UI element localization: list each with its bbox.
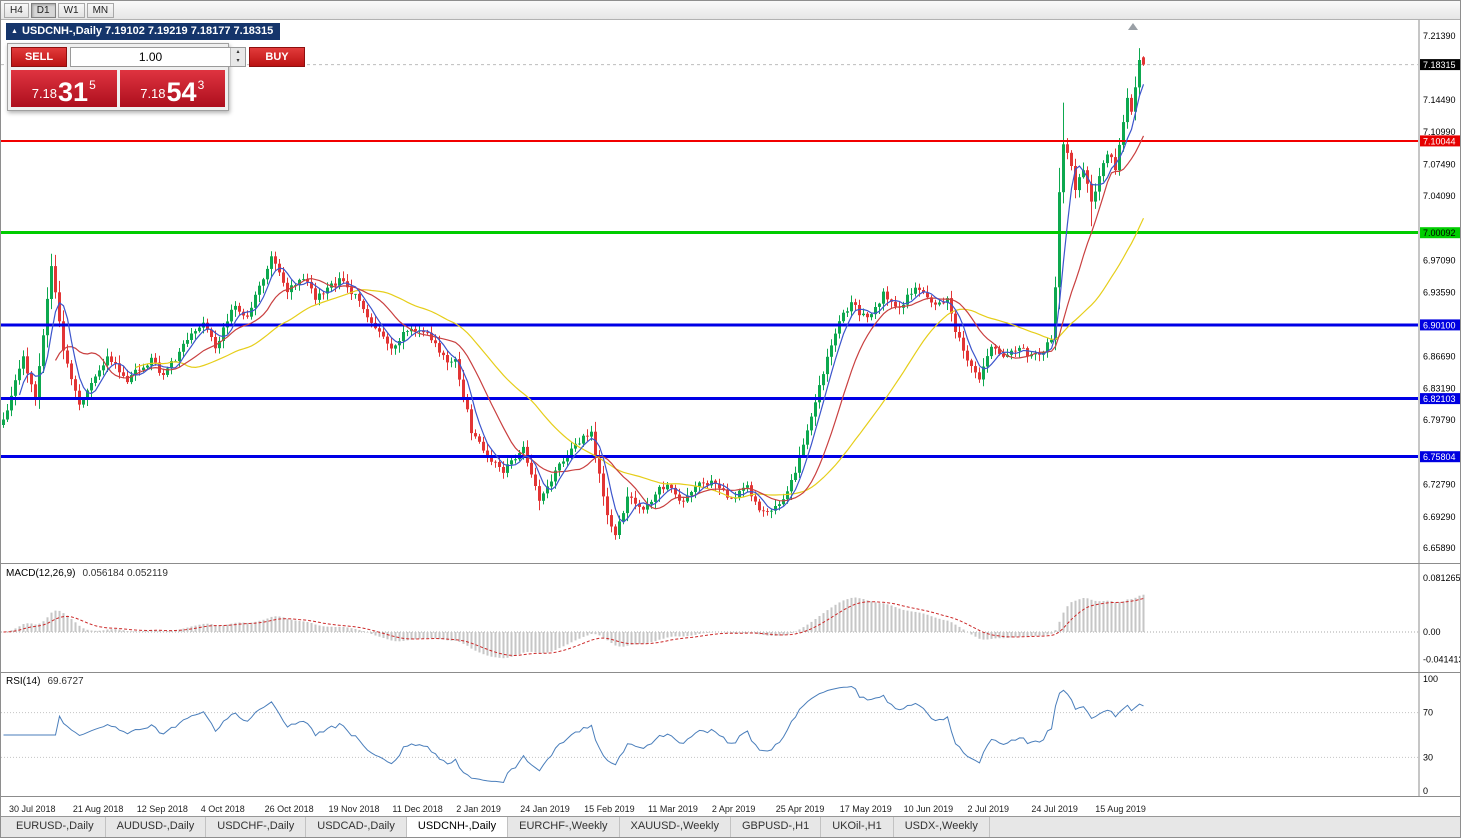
svg-text:6.90100: 6.90100 xyxy=(1423,320,1456,330)
chart-title: USDCNH-,Daily 7.19102 7.19219 7.18177 7.… xyxy=(21,25,274,37)
svg-text:6.93590: 6.93590 xyxy=(1423,288,1456,298)
mid-ma xyxy=(54,135,1145,510)
svg-text:24 Jan 2019: 24 Jan 2019 xyxy=(520,804,570,814)
rsi-line xyxy=(3,685,1144,784)
volume-decrease-button[interactable]: ▾ xyxy=(231,57,245,66)
svg-text:0.081265: 0.081265 xyxy=(1423,573,1461,583)
svg-text:6.82103: 6.82103 xyxy=(1423,394,1456,404)
svg-text:6.97090: 6.97090 xyxy=(1423,255,1456,265)
price-axis: 7.21390 7.14490 7.10990 7.07490 7.04090 6.970… xyxy=(1420,31,1461,796)
volume-control: ▴ ▾ xyxy=(70,47,246,67)
svg-text:21 Aug 2018: 21 Aug 2018 xyxy=(73,804,124,814)
svg-text:7.07490: 7.07490 xyxy=(1423,160,1456,170)
svg-text:7.10990: 7.10990 xyxy=(1423,127,1456,137)
macd-signal-line xyxy=(3,598,1144,657)
macd-indicator-label: MACD(12,26,9) 0.056184 0.052119 xyxy=(6,568,168,579)
svg-text:0.00: 0.00 xyxy=(1423,627,1441,637)
arrow-up-marker xyxy=(1128,23,1138,30)
volume-increase-button[interactable]: ▴ xyxy=(231,48,245,57)
svg-text:2 Jan 2019: 2 Jan 2019 xyxy=(456,804,501,814)
bid-price-sup: 5 xyxy=(89,78,96,92)
chart-tab-bar: EURUSD-,Daily AUDUSD-,Daily USDCHF-,Daily U… xyxy=(1,816,1460,837)
svg-text:7.10044: 7.10044 xyxy=(1423,136,1456,146)
svg-text:19 Nov 2018: 19 Nov 2018 xyxy=(329,804,380,814)
svg-text:30 Jul 2018: 30 Jul 2018 xyxy=(9,804,56,814)
chart-tab-GBPUSD-H1[interactable]: GBPUSD-,H1 xyxy=(731,817,822,837)
chart-title-chip: ▲ USDCNH-,Daily 7.19102 7.19219 7.18177 … xyxy=(6,23,281,40)
svg-text:6.79790: 6.79790 xyxy=(1423,415,1456,425)
chart-tab-USDX-Weekly[interactable]: USDX-,Weekly xyxy=(894,817,990,837)
macd-values: 0.056184 0.052119 xyxy=(82,568,168,579)
svg-text:7.18315: 7.18315 xyxy=(1423,60,1456,70)
volume-input[interactable] xyxy=(71,48,230,66)
buy-price-button[interactable]: 7.18 54 3 xyxy=(119,70,225,107)
buy-button[interactable]: BUY xyxy=(249,47,305,67)
chart-tab-USDCNH-Daily[interactable]: USDCNH-,Daily xyxy=(405,817,509,837)
chart-tab-EURCHF-Weekly[interactable]: EURCHF-,Weekly xyxy=(508,817,620,837)
macd-name: MACD(12,26,9) xyxy=(6,568,76,579)
slow-ma xyxy=(135,217,1145,499)
svg-text:6.69290: 6.69290 xyxy=(1423,512,1456,522)
svg-text:17 May 2019: 17 May 2019 xyxy=(840,804,892,814)
svg-text:26 Oct 2018: 26 Oct 2018 xyxy=(265,804,314,814)
ask-price-big: 54 xyxy=(166,77,197,107)
chart-tab-EURUSD-Daily[interactable]: EURUSD-,Daily xyxy=(5,817,106,837)
svg-text:0: 0 xyxy=(1423,786,1428,796)
svg-text:70: 70 xyxy=(1423,708,1433,718)
support-resistance-lines xyxy=(1,139,1418,459)
svg-text:24 Jul 2019: 24 Jul 2019 xyxy=(1031,804,1078,814)
fast-ma xyxy=(18,84,1145,523)
date-axis: 30 Jul 2018 21 Aug 2018 12 Sep 2018 4 Oct 2… xyxy=(9,804,1146,814)
svg-text:10 Jun 2019: 10 Jun 2019 xyxy=(904,804,954,814)
chart-tab-AUDUSD-Daily[interactable]: AUDUSD-,Daily xyxy=(106,817,207,837)
svg-text:30: 30 xyxy=(1423,752,1433,762)
rsi-value: 69.6727 xyxy=(47,676,84,687)
svg-text:7.21390: 7.21390 xyxy=(1423,31,1456,41)
sell-button[interactable]: SELL xyxy=(11,47,67,67)
timeframe-toolbar: H4 D1 W1 MN xyxy=(1,1,1460,20)
ask-price-prefix: 7.18 xyxy=(140,86,166,101)
timeframe-button-W1[interactable]: W1 xyxy=(57,2,85,18)
svg-text:100: 100 xyxy=(1423,674,1438,684)
volume-spinner: ▴ ▾ xyxy=(230,48,245,66)
svg-text:2 Apr 2019: 2 Apr 2019 xyxy=(712,804,756,814)
timeframe-button-H4[interactable]: H4 xyxy=(4,2,29,18)
svg-text:2 Jul 2019: 2 Jul 2019 xyxy=(968,804,1010,814)
chart-tab-USDCAD-Daily[interactable]: USDCAD-,Daily xyxy=(306,817,407,837)
svg-text:11 Dec 2018: 11 Dec 2018 xyxy=(392,804,442,814)
timeframe-button-D1[interactable]: D1 xyxy=(30,2,56,18)
svg-text:6.65890: 6.65890 xyxy=(1423,543,1456,553)
ask-price-sup: 3 xyxy=(197,78,205,92)
candles-layer xyxy=(2,48,1145,540)
timeframe-button-MN[interactable]: MN xyxy=(86,2,115,18)
svg-text:6.72790: 6.72790 xyxy=(1423,480,1456,490)
svg-text:4 Oct 2018: 4 Oct 2018 xyxy=(201,804,245,814)
macd-histogram xyxy=(6,594,1145,659)
svg-text:7.14490: 7.14490 xyxy=(1423,95,1456,105)
svg-text:11 Mar 2019: 11 Mar 2019 xyxy=(648,804,698,814)
svg-text:6.83190: 6.83190 xyxy=(1423,384,1456,394)
sell-price-button[interactable]: 7.18 31 5 xyxy=(11,70,117,107)
svg-text:6.86690: 6.86690 xyxy=(1423,351,1456,361)
rsi-name: RSI(14) xyxy=(6,676,41,687)
bid-price-big: 31 xyxy=(58,77,89,107)
svg-text:12 Sep 2018: 12 Sep 2018 xyxy=(137,804,188,814)
chart-window-icon: ▲ xyxy=(11,27,18,35)
svg-text:15 Aug 2019: 15 Aug 2019 xyxy=(1095,804,1146,814)
svg-text:15 Feb 2019: 15 Feb 2019 xyxy=(584,804,635,814)
rsi-indicator-label: RSI(14) 69.6727 xyxy=(6,676,84,687)
svg-text:7.00092: 7.00092 xyxy=(1423,228,1456,238)
svg-text:6.75804: 6.75804 xyxy=(1423,452,1456,462)
svg-text:7.04090: 7.04090 xyxy=(1423,191,1456,201)
chart-tab-XAUUSD-Weekly[interactable]: XAUUSD-,Weekly xyxy=(620,817,731,837)
bid-price-prefix: 7.18 xyxy=(31,86,58,101)
chart-tab-USDCHF-Daily[interactable]: USDCHF-,Daily xyxy=(206,817,307,837)
chart-tab-UKOil-H1[interactable]: UKOil-,H1 xyxy=(821,817,894,837)
svg-text:-0.041413: -0.041413 xyxy=(1423,655,1461,665)
svg-text:25 Apr 2019: 25 Apr 2019 xyxy=(776,804,825,814)
price-chart[interactable]: 7.21390 7.14490 7.10990 7.07490 7.04090 6.970… xyxy=(1,20,1461,818)
